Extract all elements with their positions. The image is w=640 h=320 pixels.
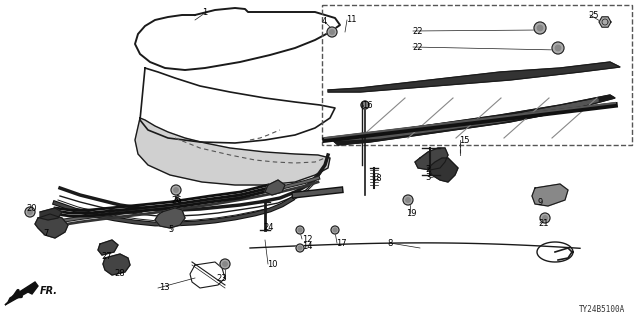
Circle shape [540,213,550,223]
Circle shape [25,207,35,217]
Text: 6: 6 [174,196,179,204]
Text: 11: 11 [346,15,356,24]
Text: 28: 28 [114,269,125,278]
Circle shape [534,22,546,34]
Circle shape [28,210,32,214]
Circle shape [331,226,339,234]
Polygon shape [340,99,598,140]
Polygon shape [532,184,568,206]
Text: TY24B5100A: TY24B5100A [579,305,625,314]
Circle shape [538,25,543,31]
Polygon shape [265,180,285,195]
Polygon shape [428,158,458,182]
Circle shape [406,198,410,202]
Text: 4: 4 [321,17,326,26]
Text: 24: 24 [264,223,274,232]
Text: 19: 19 [406,209,417,218]
Text: 22: 22 [413,27,423,36]
Polygon shape [155,208,185,228]
Circle shape [296,226,304,234]
Text: 2: 2 [426,165,431,174]
Circle shape [543,216,547,220]
Circle shape [330,30,334,34]
Text: 26: 26 [172,196,182,205]
Text: FR.: FR. [40,286,58,296]
Polygon shape [135,118,330,185]
Polygon shape [5,282,38,305]
Circle shape [173,188,179,192]
Text: 10: 10 [268,260,278,269]
Text: 20: 20 [27,204,37,213]
Circle shape [361,101,369,109]
Text: 22: 22 [413,43,423,52]
Text: 25: 25 [589,11,599,20]
Polygon shape [328,62,620,92]
Text: 23: 23 [216,274,227,283]
Circle shape [552,42,564,54]
Circle shape [296,244,304,252]
Circle shape [220,259,230,269]
Text: 15: 15 [460,136,470,145]
Text: 12: 12 [302,235,312,244]
Text: 8: 8 [387,239,392,248]
Polygon shape [98,240,118,255]
Text: 17: 17 [336,239,347,248]
Polygon shape [415,148,448,170]
Circle shape [327,27,337,37]
Text: 1: 1 [202,8,207,17]
Circle shape [298,228,302,232]
Circle shape [171,185,181,195]
Circle shape [556,45,561,51]
Text: 21: 21 [539,219,549,228]
Polygon shape [330,95,615,145]
Text: 7: 7 [44,229,49,238]
Circle shape [223,262,227,266]
Text: 5: 5 [168,225,173,234]
Text: 9: 9 [538,198,543,207]
Circle shape [333,228,337,232]
Polygon shape [35,214,68,238]
Polygon shape [103,254,130,275]
Circle shape [403,195,413,205]
Text: 27: 27 [101,252,112,261]
Polygon shape [40,208,62,220]
Bar [322,5,632,145]
Text: 3: 3 [426,173,431,182]
Text: 18: 18 [371,174,382,183]
Circle shape [298,246,302,250]
Polygon shape [599,17,611,27]
Text: 14: 14 [302,242,312,251]
Text: 13: 13 [159,284,170,292]
Text: 16: 16 [362,101,372,110]
